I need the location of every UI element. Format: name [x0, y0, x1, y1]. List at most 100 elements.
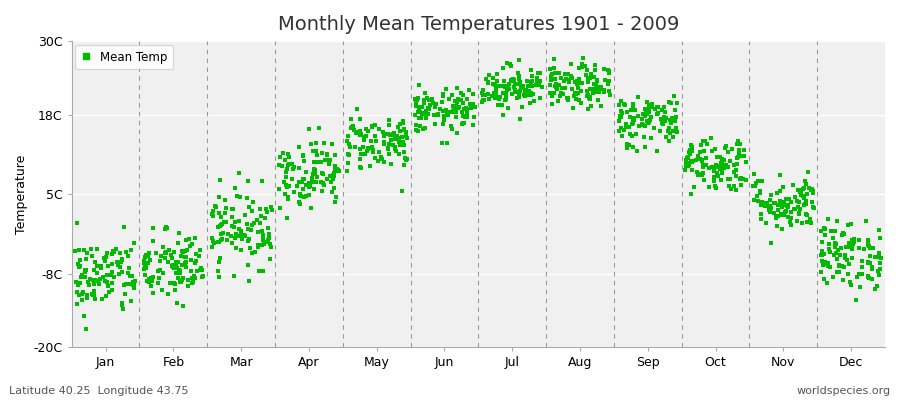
Point [578, 63, 592, 70]
Point [491, 71, 505, 77]
Point [572, 97, 586, 104]
Point [680, 160, 695, 166]
Point [561, 96, 575, 103]
Point [512, 79, 526, 85]
Point [816, 262, 831, 269]
Point [146, 238, 160, 244]
Point [845, 244, 859, 250]
Point [444, 122, 458, 129]
Point [493, 83, 508, 89]
Point [506, 76, 520, 82]
Point [108, 246, 122, 252]
Point [297, 194, 311, 200]
Point [96, 255, 111, 262]
Point [780, 202, 795, 208]
Point [770, 207, 785, 213]
Point [865, 266, 879, 272]
Point [582, 75, 597, 82]
Point [691, 152, 706, 159]
Point [344, 116, 358, 122]
Point [356, 144, 370, 150]
Point [167, 249, 182, 255]
Point [358, 126, 373, 132]
Point [706, 168, 721, 174]
Point [521, 83, 535, 89]
Point [805, 199, 819, 205]
Point [278, 157, 293, 163]
Point [358, 133, 373, 139]
Point [302, 180, 316, 186]
Point [750, 193, 764, 199]
Point [212, 254, 227, 261]
Point [508, 86, 522, 93]
Point [626, 100, 640, 107]
Point [178, 254, 193, 260]
Point [216, 219, 230, 226]
Point [392, 128, 407, 135]
Point [358, 150, 373, 157]
Point [376, 139, 391, 145]
Point [704, 135, 718, 142]
Point [458, 113, 473, 120]
Point [369, 138, 383, 144]
Point [698, 138, 713, 144]
Point [753, 188, 768, 194]
Point [212, 239, 226, 245]
Point [788, 206, 802, 212]
Point [592, 89, 607, 96]
Point [663, 130, 678, 136]
Point [654, 116, 669, 122]
Point [127, 281, 141, 287]
Point [621, 142, 635, 148]
Point [104, 280, 119, 286]
Point [292, 191, 307, 198]
Point [670, 129, 684, 135]
Point [863, 244, 878, 251]
Point [731, 138, 745, 144]
Point [582, 86, 597, 92]
Point [272, 186, 286, 192]
Point [832, 268, 846, 275]
Title: Monthly Mean Temperatures 1901 - 2009: Monthly Mean Temperatures 1901 - 2009 [278, 15, 679, 34]
Point [638, 123, 652, 129]
Point [292, 201, 307, 207]
Point [293, 192, 308, 199]
Point [76, 290, 90, 297]
Point [549, 81, 563, 88]
Point [71, 246, 86, 253]
Point [566, 93, 580, 100]
Point [281, 196, 295, 202]
Point [861, 237, 876, 243]
Point [364, 138, 378, 144]
Point [396, 118, 410, 124]
Point [185, 279, 200, 286]
Point [730, 154, 744, 161]
Point [814, 268, 828, 275]
Point [454, 97, 469, 103]
Point [650, 148, 664, 154]
Point [773, 188, 788, 194]
Point [425, 96, 439, 102]
Point [123, 273, 138, 279]
Point [247, 220, 261, 226]
Point [865, 264, 879, 270]
Point [456, 106, 471, 112]
Point [110, 258, 124, 265]
Point [734, 152, 749, 159]
Point [650, 104, 664, 110]
Point [510, 95, 525, 101]
Point [804, 187, 818, 193]
Point [261, 224, 275, 231]
Point [228, 235, 242, 242]
Point [713, 166, 727, 172]
Point [314, 179, 328, 185]
Point [507, 77, 521, 83]
Point [661, 127, 675, 134]
Point [169, 264, 184, 271]
Point [232, 194, 247, 200]
Point [428, 102, 442, 108]
Point [736, 153, 751, 160]
Point [112, 264, 127, 270]
Point [696, 138, 710, 144]
Point [112, 250, 127, 256]
